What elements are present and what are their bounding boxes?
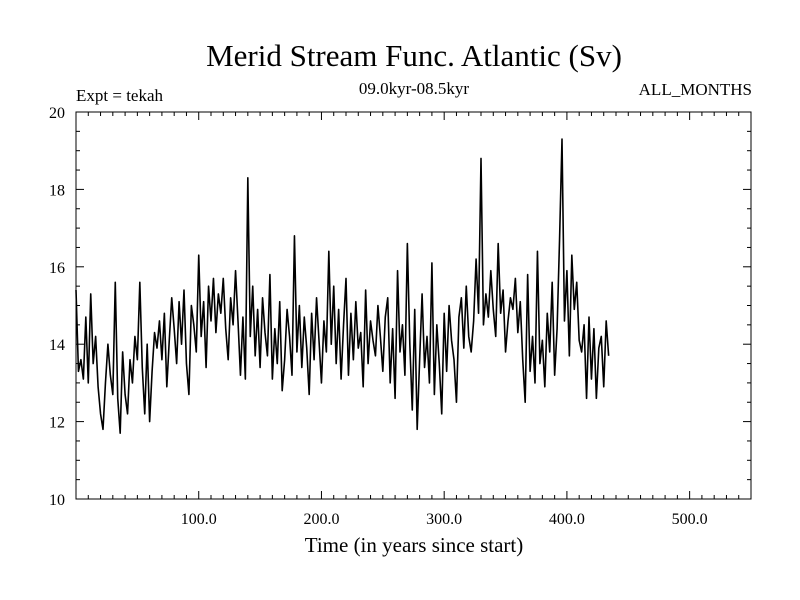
- x-axis-title: Time (in years since start): [305, 533, 524, 557]
- chart-title: Merid Stream Func. Atlantic (Sv): [206, 38, 622, 73]
- y-tick-label: 14: [49, 337, 65, 354]
- x-tick-labels: 100.0 200.0 300.0 400.0 500.0: [181, 511, 708, 528]
- x-tick-label: 100.0: [181, 511, 217, 528]
- experiment-label: Expt = tekah: [76, 86, 164, 105]
- y-tick-label: 18: [49, 182, 65, 199]
- months-label: ALL_MONTHS: [639, 80, 752, 99]
- plot-frame: [75, 111, 752, 500]
- x-tick-label: 300.0: [426, 511, 462, 528]
- series-layer: [75, 138, 610, 435]
- x-tick-label: 500.0: [672, 511, 708, 528]
- x-tick-label: 200.0: [303, 511, 339, 528]
- y-tick-label: 10: [49, 492, 65, 509]
- x-tick-label: 400.0: [549, 511, 585, 528]
- chart-subtitle: 09.0kyr-08.5kyr: [359, 79, 469, 98]
- y-tick-label: 16: [49, 260, 65, 277]
- y-tick-label: 20: [49, 105, 65, 122]
- y-tick-label: 12: [49, 415, 65, 432]
- series-line: [75, 138, 610, 435]
- y-tick-labels: 10 12 14 16 18 20: [49, 105, 65, 509]
- axis-ticks: [76, 112, 751, 499]
